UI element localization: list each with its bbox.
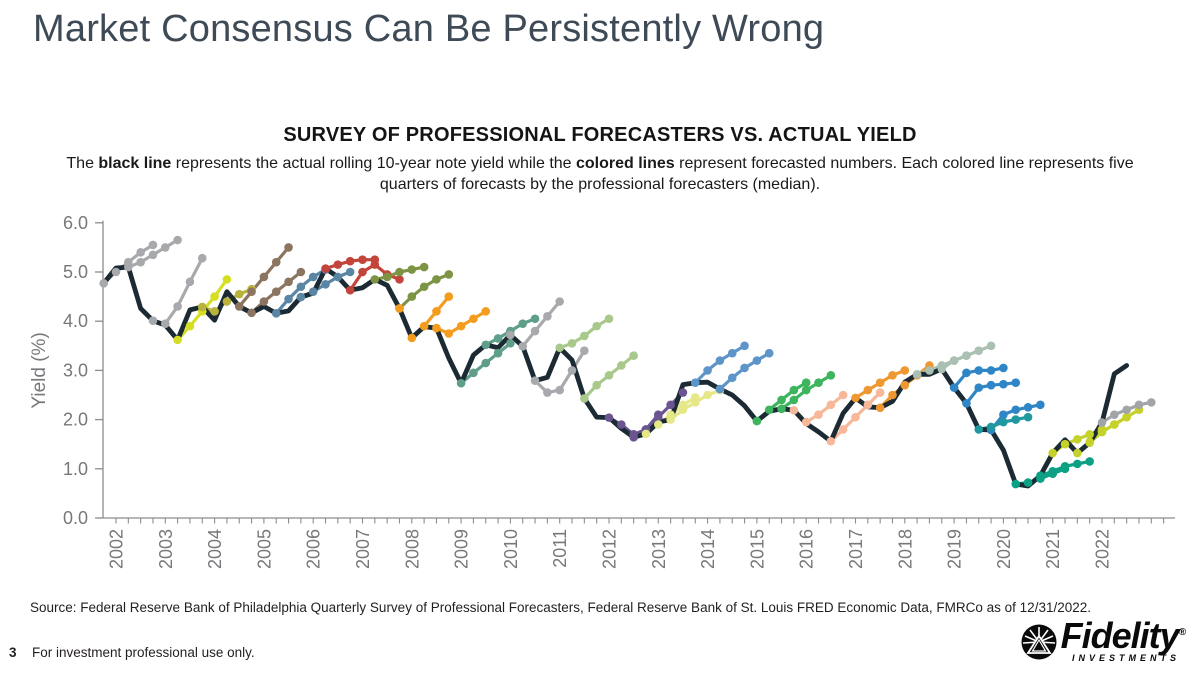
svg-text:2017: 2017 [846,529,866,569]
svg-text:2006: 2006 [304,529,324,569]
svg-text:5.0: 5.0 [63,262,88,282]
svg-text:2013: 2013 [649,529,669,569]
svg-text:Yield (%): Yield (%) [29,332,50,408]
chart-plot: 6.0 5.0 4.0 3.0 2.0 1.0 0.0 Yield (%) 2002 2003 20… [28,204,1188,586]
svg-text:2022: 2022 [1093,529,1113,569]
svg-text:2012: 2012 [600,529,620,569]
actual-yield-line [101,264,1130,489]
svg-text:3.0: 3.0 [63,360,88,380]
chart-title: SURVEY OF PROFESSIONAL FORECASTERS VS. A… [283,124,917,146]
svg-text:2016: 2016 [797,529,817,569]
registered-mark: ® [1178,627,1186,638]
svg-text:2002: 2002 [107,529,127,569]
chart-subtitle: The black line represents the actual rol… [66,155,1134,194]
forecast-markers [99,235,1156,489]
page-number: 3 [9,645,17,660]
svg-text:2009: 2009 [452,529,472,569]
axes: 6.0 5.0 4.0 3.0 2.0 1.0 0.0 Yield (%) 2002 2003 20… [29,213,1175,569]
svg-text:2010: 2010 [501,529,521,569]
page-title: Market Consensus Can Be Persistently Wro… [33,8,825,50]
fidelity-wordmark: Fidelity® INVESTMENTS [1060,615,1186,664]
fidelity-investments-label: INVESTMENTS [1071,653,1180,664]
svg-text:1.0: 1.0 [63,459,88,479]
svg-text:0.0: 0.0 [63,508,88,528]
svg-text:2020: 2020 [994,529,1014,569]
svg-text:2019: 2019 [945,529,965,569]
svg-text:2008: 2008 [402,529,422,569]
svg-text:2021: 2021 [1043,529,1063,569]
svg-text:6.0: 6.0 [63,213,88,233]
source-note: Source: Federal Reserve Bank of Philadel… [30,600,1091,615]
svg-text:2.0: 2.0 [63,410,88,430]
forecast-chart: 6.0 5.0 4.0 3.0 2.0 1.0 0.0 Yield (%) 2002 2003 20… [29,213,1175,569]
fidelity-logo: Fidelity® INVESTMENTS [1019,615,1186,664]
svg-text:2015: 2015 [747,529,767,569]
fidelity-sun-pyramid-icon [1021,624,1057,660]
svg-text:2018: 2018 [895,529,915,569]
svg-text:2011: 2011 [550,529,570,568]
svg-text:2014: 2014 [698,529,718,569]
svg-text:4.0: 4.0 [63,311,88,331]
svg-text:2004: 2004 [205,529,225,569]
chart-header: SURVEY OF PROFESSIONAL FORECASTERS VS. A… [0,124,1200,195]
svg-text:2007: 2007 [353,529,373,569]
svg-text:2003: 2003 [156,529,176,569]
disclaimer: For investment professional use only. [32,645,255,660]
svg-text:2005: 2005 [254,529,274,569]
